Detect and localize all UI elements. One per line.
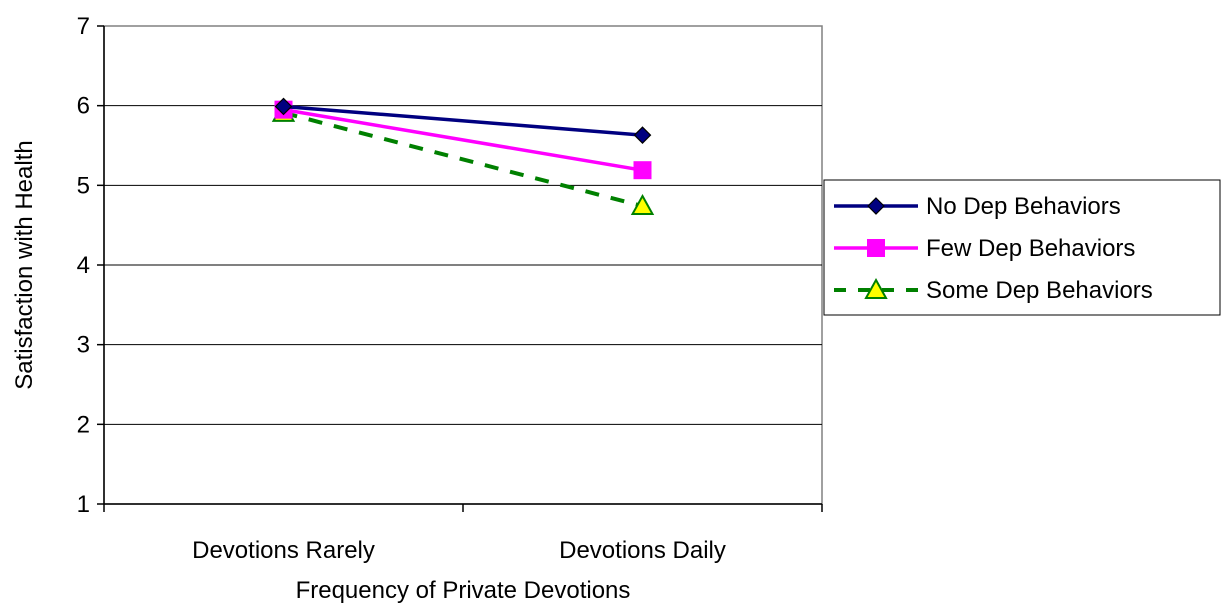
y-tick-label: 4 — [77, 252, 90, 279]
y-axis-title: Satisfaction with Health — [11, 140, 38, 389]
series-layer — [271, 97, 655, 216]
legend-label: No Dep Behaviors — [926, 193, 1121, 220]
x-tick-label: Devotions Daily — [559, 537, 726, 564]
y-tick-label: 1 — [77, 491, 90, 518]
y-tick-labels: 1 2 3 4 5 6 7 — [77, 13, 90, 518]
legend-entry: Some Dep Behaviors — [834, 277, 1153, 304]
series-no-dep-behaviors — [274, 97, 652, 144]
series-line — [283, 107, 643, 172]
y-tick-label: 2 — [77, 411, 90, 438]
legend-entry: Few Dep Behaviors — [834, 235, 1135, 262]
y-tick-label: 6 — [77, 93, 90, 120]
data-point — [630, 193, 655, 216]
data-point — [633, 126, 652, 144]
x-axis-title: Frequency of Private Devotions — [296, 577, 631, 604]
legend-label: Few Dep Behaviors — [926, 235, 1135, 262]
data-point — [633, 161, 652, 180]
gridlines — [104, 105, 822, 425]
legend-marker — [867, 197, 885, 215]
legend-entry: No Dep Behaviors — [834, 193, 1121, 220]
legend-label: Some Dep Behaviors — [926, 277, 1153, 304]
y-tick-label: 3 — [77, 332, 90, 359]
legend: No Dep Behaviors Few Dep Behaviors Some De… — [823, 179, 1221, 316]
legend-marker — [867, 239, 885, 257]
y-tick-label: 7 — [77, 13, 90, 40]
axes — [97, 25, 823, 512]
x-tick-labels: Devotions Rarely Devotions Daily — [192, 537, 726, 564]
y-tick-label: 5 — [77, 172, 90, 199]
series-line — [283, 104, 643, 137]
x-tick-label: Devotions Rarely — [192, 537, 375, 564]
series-line — [282, 110, 644, 208]
legend-marker — [864, 277, 888, 299]
data-point — [274, 97, 293, 116]
